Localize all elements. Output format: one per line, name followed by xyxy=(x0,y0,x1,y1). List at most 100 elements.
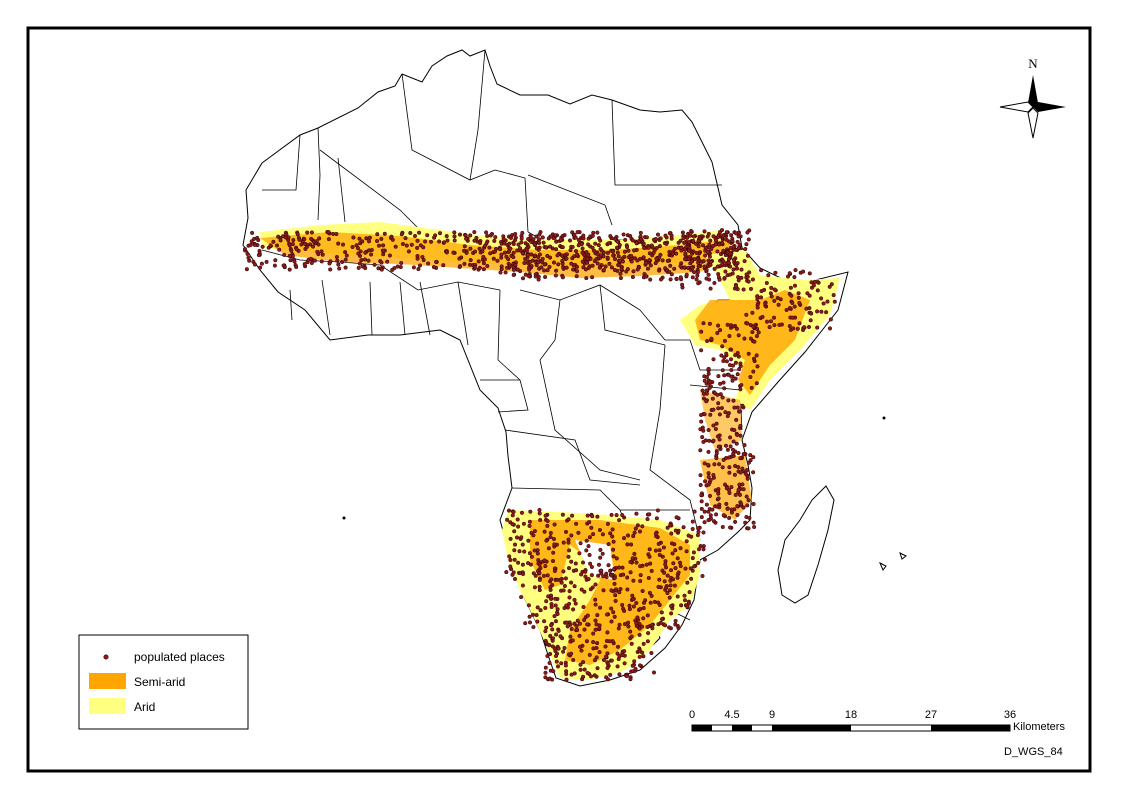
populated-place-marker xyxy=(336,262,341,267)
populated-place-marker xyxy=(597,527,602,533)
populated-place-marker xyxy=(609,265,614,270)
populated-place-marker xyxy=(725,447,730,452)
populated-place-marker xyxy=(624,244,630,250)
populated-place-marker xyxy=(720,368,725,373)
populated-place-marker xyxy=(701,259,706,264)
populated-place-marker xyxy=(550,644,555,649)
populated-place-marker xyxy=(792,283,798,288)
populated-place-marker xyxy=(507,241,512,246)
populated-place-marker xyxy=(705,338,710,344)
populated-place-marker xyxy=(733,376,738,381)
populated-place-marker xyxy=(647,590,652,595)
populated-place-marker xyxy=(717,412,722,417)
populated-place-marker xyxy=(244,267,249,272)
scale-bar-segment xyxy=(692,725,712,731)
populated-place-marker xyxy=(728,272,733,277)
populated-place-marker xyxy=(572,584,577,589)
populated-place-marker xyxy=(420,254,425,260)
populated-place-marker xyxy=(564,252,569,257)
populated-place-marker xyxy=(495,258,500,263)
populated-place-marker xyxy=(657,548,662,553)
populated-place-marker xyxy=(649,243,654,248)
populated-place-marker xyxy=(777,322,782,327)
populated-place-marker xyxy=(634,621,639,626)
populated-place-marker xyxy=(416,267,421,272)
populated-place-marker xyxy=(726,398,731,403)
populated-place-marker xyxy=(741,487,746,492)
populated-place-marker xyxy=(704,268,709,273)
populated-place-marker xyxy=(360,239,365,244)
populated-place-marker xyxy=(746,460,751,465)
populated-place-marker xyxy=(721,259,726,264)
populated-place-marker xyxy=(628,677,633,682)
populated-place-marker xyxy=(550,246,555,251)
populated-place-marker xyxy=(586,577,591,582)
populated-place-marker xyxy=(667,625,672,630)
populated-place-marker xyxy=(668,578,673,583)
populated-place-marker xyxy=(612,581,617,586)
populated-place-marker xyxy=(562,233,567,238)
populated-place-marker xyxy=(706,471,711,476)
populated-place-marker xyxy=(545,573,550,578)
populated-place-marker xyxy=(633,526,638,531)
populated-place-marker xyxy=(614,245,620,250)
populated-place-marker xyxy=(437,231,443,236)
populated-place-marker xyxy=(540,235,545,240)
populated-place-marker xyxy=(618,271,623,276)
populated-place-marker xyxy=(630,274,635,280)
populated-place-marker xyxy=(600,532,605,537)
populated-place-marker xyxy=(727,333,732,339)
populated-place-marker xyxy=(641,600,647,605)
populated-place-marker xyxy=(441,240,447,245)
populated-place-marker xyxy=(594,257,599,262)
scale-tick-label: 4.5 xyxy=(724,709,739,721)
populated-place-marker xyxy=(713,242,718,247)
populated-place-marker xyxy=(593,602,598,607)
populated-place-marker xyxy=(556,646,561,651)
populated-place-marker xyxy=(742,259,747,264)
populated-place-marker xyxy=(278,238,283,243)
populated-place-marker xyxy=(309,230,314,235)
populated-place-marker xyxy=(648,277,653,282)
populated-place-marker xyxy=(580,560,586,565)
populated-place-marker xyxy=(357,261,362,266)
populated-place-marker xyxy=(604,574,609,580)
populated-place-marker xyxy=(700,435,705,440)
populated-place-marker xyxy=(629,634,634,639)
populated-place-marker xyxy=(587,520,592,525)
populated-place-marker xyxy=(727,470,732,475)
populated-place-marker xyxy=(582,589,587,594)
populated-place-marker xyxy=(595,613,600,618)
populated-place-marker xyxy=(468,233,473,238)
populated-place-marker xyxy=(772,287,777,292)
populated-place-marker xyxy=(451,250,456,255)
populated-place-marker xyxy=(705,234,710,239)
populated-place-marker xyxy=(705,249,710,254)
populated-place-marker xyxy=(716,401,721,406)
populated-place-marker xyxy=(663,233,668,238)
populated-place-marker xyxy=(740,466,745,471)
populated-place-marker xyxy=(730,378,735,383)
populated-place-marker xyxy=(603,654,609,659)
populated-place-marker xyxy=(721,358,726,364)
populated-place-marker xyxy=(769,285,774,290)
populated-place-marker xyxy=(696,526,701,531)
populated-place-marker xyxy=(696,560,701,565)
populated-place-marker xyxy=(668,523,673,528)
populated-place-marker xyxy=(609,658,614,663)
populated-place-marker xyxy=(707,242,712,247)
populated-place-marker xyxy=(702,264,707,269)
populated-place-marker xyxy=(682,240,687,245)
populated-place-marker xyxy=(526,561,531,566)
populated-place-marker xyxy=(675,594,680,599)
populated-place-marker xyxy=(729,347,734,352)
populated-place-marker xyxy=(752,524,757,530)
populated-place-marker xyxy=(484,230,489,235)
populated-place-marker xyxy=(707,321,712,326)
populated-place-marker xyxy=(340,242,346,247)
populated-place-marker xyxy=(630,663,635,668)
populated-place-marker xyxy=(639,237,644,242)
populated-place-marker xyxy=(544,538,549,543)
populated-place-marker xyxy=(668,568,674,573)
